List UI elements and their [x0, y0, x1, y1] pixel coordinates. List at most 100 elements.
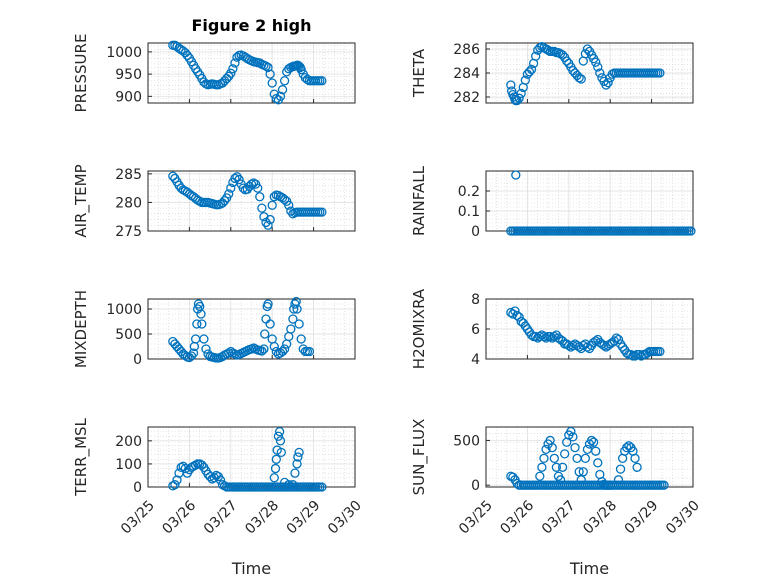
sun_flux-point — [560, 449, 570, 459]
pressure-point — [228, 64, 238, 74]
terr_msl-point — [276, 447, 286, 458]
air_temp-ytick-label: 285 — [115, 167, 142, 183]
theta-axes-border — [485, 42, 694, 104]
terr_msl-xtick-label: 03/25 — [118, 498, 158, 538]
h2omixra-ytick-label: 4 — [471, 352, 480, 368]
terr_msl-xtick-label: 03/29 — [284, 498, 324, 538]
mixdepth-point — [271, 346, 281, 357]
pressure-point — [265, 69, 275, 79]
mixdepth-point — [279, 344, 290, 354]
pressure-ylabel: PRESSURE — [72, 34, 90, 113]
sun_flux-point — [605, 480, 615, 490]
theta-point — [591, 57, 601, 67]
sun_flux-point — [557, 462, 568, 472]
pressure-title: Figure 2 high — [192, 16, 312, 35]
pressure-ytick-label: 900 — [115, 89, 142, 105]
sun_flux-point — [549, 453, 559, 463]
sun_flux-point — [535, 471, 545, 481]
terr_msl-ylabel: TERR_MSL — [72, 417, 91, 496]
terr_msl-point — [275, 426, 285, 437]
sun_flux-xtick-label: 03/26 — [497, 498, 537, 538]
terr_msl-point — [271, 454, 281, 464]
mixdepth-ytick-label: 0 — [133, 352, 142, 368]
theta-point — [601, 80, 611, 90]
sun_flux-xlabel: Time — [569, 559, 609, 578]
sun_flux-ylabel: SUN_FLUX — [410, 419, 429, 496]
h2omixra-point — [582, 342, 593, 352]
mixdepth-ytick-label: 1000 — [106, 302, 142, 318]
h2omixra-point — [568, 340, 578, 351]
air_temp-point — [234, 174, 244, 185]
air_temp-ytick-label: 280 — [115, 195, 142, 211]
pressure-point — [267, 78, 277, 88]
h2omixra-point — [599, 340, 609, 351]
pressure-point — [230, 58, 240, 68]
theta-point — [593, 62, 603, 72]
terr_msl-point — [176, 462, 186, 473]
h2omixra-ylabel: H2OMIXRA — [410, 288, 428, 369]
air_temp-point — [230, 173, 240, 184]
terr_msl-point — [209, 473, 219, 483]
theta-point — [543, 45, 553, 55]
mixdepth-axes-border — [147, 298, 356, 360]
terr_msl-point — [293, 452, 303, 462]
mixdepth-point — [294, 319, 304, 329]
sun_flux-point — [508, 472, 518, 482]
sun_flux-point — [570, 442, 580, 453]
theta-ytick-label: 284 — [453, 66, 480, 82]
mixdepth-point — [259, 344, 269, 354]
sun_flux-xtick-label: 03/25 — [456, 498, 496, 538]
terr_msl-xtick-label: 03/28 — [242, 498, 282, 538]
mixdepth-point — [304, 346, 315, 357]
pressure-ytick-label: 950 — [115, 67, 142, 83]
mixdepth-point — [257, 346, 267, 356]
terr_msl-point — [180, 463, 190, 474]
sun_flux-xtick-label: 03/29 — [622, 498, 662, 538]
mixdepth-point — [263, 299, 273, 309]
theta-point — [531, 51, 541, 61]
sun_flux-xtick-label: 03/30 — [663, 498, 703, 538]
sun_flux-point — [537, 462, 547, 472]
sun_flux-point — [580, 453, 591, 463]
sun_flux-point — [555, 475, 566, 485]
theta-point — [512, 95, 522, 106]
h2omixra-axes-border — [485, 298, 694, 360]
theta-point — [524, 67, 535, 77]
sun_flux-point — [588, 437, 599, 447]
theta-point — [595, 68, 605, 78]
mixdepth-point — [277, 346, 288, 357]
sun_flux-xtick-label: 03/27 — [539, 498, 579, 538]
mixdepth-point — [197, 319, 207, 329]
theta-ylabel: THETA — [410, 48, 428, 98]
pressure-point — [296, 65, 306, 75]
theta-point — [506, 80, 516, 90]
terr_msl-point — [317, 482, 327, 492]
sun_flux-point — [659, 480, 669, 490]
sun_flux-point — [615, 464, 626, 474]
theta-point — [535, 43, 545, 53]
terr_msl-ytick-label: 200 — [115, 434, 142, 450]
sun_flux-point — [547, 442, 557, 453]
mixdepth-point — [199, 334, 209, 344]
theta-point — [516, 88, 526, 99]
terr_msl-ytick-label: 0 — [133, 480, 142, 496]
h2omixra-ytick-label: 6 — [471, 322, 480, 338]
sun_flux-point — [630, 453, 640, 463]
pressure-point — [261, 61, 271, 71]
sun_flux-point — [578, 467, 588, 477]
air_temp-point — [253, 183, 263, 193]
air_temp-ytick-label: 275 — [115, 224, 142, 240]
pressure-point — [277, 85, 288, 95]
theta-point — [526, 64, 537, 75]
air_temp-point — [267, 200, 277, 210]
theta-ytick-label: 286 — [453, 42, 480, 58]
h2omixra-ytick-label: 8 — [471, 292, 480, 308]
h2omixra-point — [655, 346, 665, 357]
sun_flux-point — [551, 462, 562, 472]
sun_flux-point — [593, 458, 603, 468]
air_temp-point — [255, 192, 265, 202]
air_temp-axes-border — [147, 170, 356, 232]
pressure-point — [279, 76, 290, 86]
mixdepth-point — [292, 304, 302, 314]
h2omixra-point — [613, 334, 624, 345]
